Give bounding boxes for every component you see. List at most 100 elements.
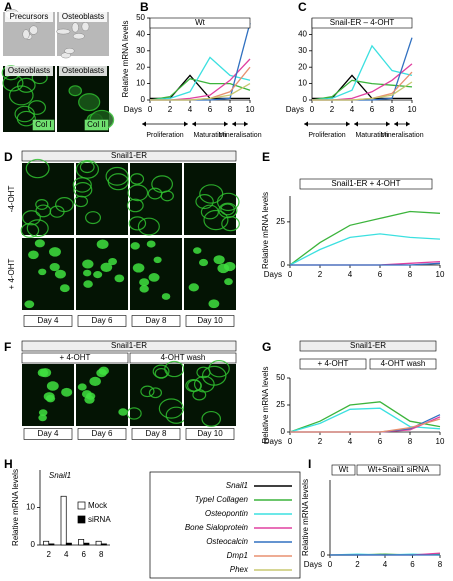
series-line bbox=[311, 44, 413, 101]
x-tick-label: 4 bbox=[348, 437, 353, 446]
series-line bbox=[290, 262, 441, 266]
panel-letter: F bbox=[4, 340, 11, 354]
x-tick-label: 6 bbox=[82, 550, 87, 559]
cell bbox=[61, 387, 73, 397]
y-tick-label: 10 bbox=[26, 503, 35, 512]
cell bbox=[129, 173, 145, 185]
cell bbox=[96, 368, 107, 378]
x-tick-label: 0 bbox=[148, 105, 153, 114]
cell bbox=[83, 280, 93, 288]
cell bbox=[126, 198, 144, 213]
x-tick-label: 2 bbox=[318, 437, 323, 446]
label-box bbox=[131, 428, 181, 440]
label-box bbox=[185, 315, 235, 327]
cell bbox=[78, 93, 101, 112]
series-line bbox=[150, 83, 251, 101]
cell bbox=[146, 240, 156, 248]
x-tick-label: 4 bbox=[383, 560, 388, 569]
y-tick-label: 0 bbox=[31, 540, 36, 549]
y-tick-label: 30 bbox=[136, 46, 145, 55]
legend-swatch bbox=[77, 501, 86, 510]
cell bbox=[198, 258, 209, 267]
cell bbox=[24, 300, 35, 309]
legend-label: Snail1 bbox=[226, 481, 248, 490]
label-box bbox=[331, 464, 356, 476]
legend-label: siRNA bbox=[88, 515, 111, 524]
cell bbox=[158, 398, 184, 419]
arrow-head bbox=[406, 121, 410, 127]
arrow-head bbox=[394, 121, 398, 127]
x-axis-label: Days bbox=[264, 437, 282, 446]
legend-swatch bbox=[77, 515, 86, 524]
cell bbox=[187, 379, 202, 392]
label-box bbox=[129, 352, 237, 364]
chart-title: Snail1 bbox=[49, 471, 71, 480]
cell bbox=[130, 242, 140, 250]
x-tick-label: 8 bbox=[228, 105, 233, 114]
x-tick-label: 8 bbox=[408, 270, 413, 279]
y-tick-label: 25 bbox=[276, 217, 285, 226]
cell bbox=[49, 262, 60, 272]
x-tick-label: 4 bbox=[350, 105, 355, 114]
panel-letter: H bbox=[4, 457, 13, 471]
series-line bbox=[150, 22, 251, 101]
cell bbox=[161, 293, 171, 300]
cell bbox=[39, 368, 52, 378]
legend-label: Osteopontin bbox=[205, 509, 249, 518]
legend-label: Osteocalcin bbox=[206, 537, 248, 546]
cell bbox=[108, 257, 118, 266]
label-box bbox=[21, 150, 237, 162]
cell bbox=[201, 365, 227, 386]
box-label: Wt bbox=[195, 18, 206, 27]
cell bbox=[17, 77, 36, 93]
micrograph bbox=[22, 238, 74, 310]
bar bbox=[95, 540, 102, 546]
box-label: 4-OHT wash bbox=[161, 353, 206, 362]
box-label: + 4-OHT bbox=[60, 353, 91, 362]
image-caption: Osteoblasts bbox=[62, 66, 104, 75]
x-tick-label: 0 bbox=[288, 270, 293, 279]
cell bbox=[71, 22, 79, 33]
cell bbox=[64, 47, 75, 54]
y-tick-label: 0 bbox=[303, 95, 308, 104]
x-tick-label: 4 bbox=[64, 550, 69, 559]
row-label: -4-OHT bbox=[7, 186, 16, 213]
box-label: Day 4 bbox=[38, 429, 59, 438]
cell bbox=[49, 247, 61, 257]
phase-label: Proliferation bbox=[308, 132, 345, 139]
label-box bbox=[21, 352, 129, 364]
label-box bbox=[77, 315, 127, 327]
box-label: Wt bbox=[339, 465, 350, 474]
cell bbox=[81, 21, 90, 32]
cell bbox=[114, 274, 125, 283]
legend-label: Dmp1 bbox=[227, 551, 248, 560]
caption-bg bbox=[59, 66, 107, 76]
arrow-head bbox=[346, 121, 350, 127]
y-axis-label: Relative mRNA levels bbox=[301, 479, 310, 556]
arrow-head bbox=[192, 121, 196, 127]
cell bbox=[59, 284, 70, 293]
cell bbox=[72, 33, 85, 40]
box-label: Day 10 bbox=[197, 316, 223, 325]
x-tick-label: 2 bbox=[168, 105, 173, 114]
x-axis-label: Days bbox=[286, 105, 304, 114]
y-tick-label: 50 bbox=[276, 373, 285, 382]
box-label: Snail-ER – 4-OHT bbox=[330, 18, 395, 27]
cell bbox=[148, 387, 163, 399]
cell bbox=[188, 283, 199, 292]
x-tick-label: 2 bbox=[318, 270, 323, 279]
legend-label: TypeI Collagen bbox=[195, 495, 249, 504]
label-box bbox=[77, 428, 127, 440]
x-tick-label: 2 bbox=[355, 560, 360, 569]
y-tick-label: 10 bbox=[136, 79, 145, 88]
bar bbox=[48, 543, 55, 546]
panel-letter: B bbox=[140, 0, 149, 14]
bar bbox=[100, 543, 107, 546]
cell bbox=[84, 395, 95, 404]
box-label: Snail1-ER + 4-OHT bbox=[331, 179, 400, 188]
label-box bbox=[369, 358, 437, 370]
cell bbox=[195, 194, 214, 210]
cell bbox=[34, 239, 45, 248]
cell bbox=[128, 216, 147, 231]
cell bbox=[96, 239, 109, 249]
